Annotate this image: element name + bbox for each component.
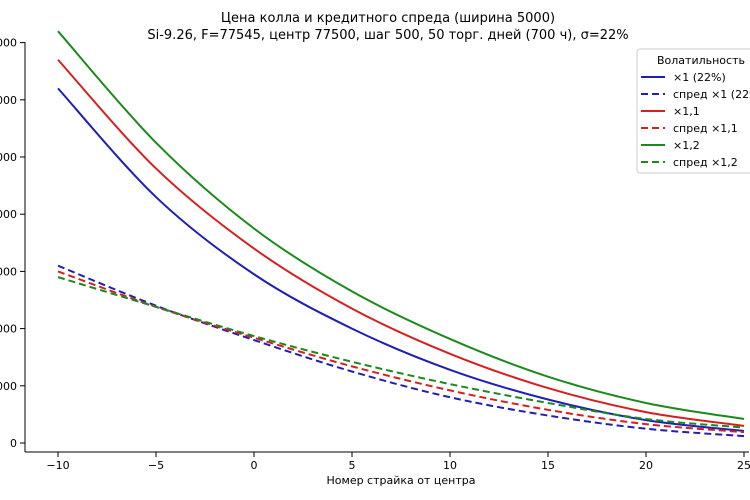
x-tick-label: −5 — [148, 459, 164, 472]
legend-entry-3: спред ×1,1 — [673, 122, 738, 135]
legend-entry-2: ×1,1 — [673, 105, 700, 118]
plot-area — [57, 30, 745, 438]
x-tick-label: −10 — [46, 459, 69, 472]
chart-title-line2: Si-9.26, F=77545, центр 77500, шаг 500, … — [147, 28, 628, 43]
legend-box — [636, 48, 750, 174]
x-tick-label: 20 — [639, 459, 653, 472]
series-line-2 — [57, 59, 745, 427]
legend-entry-1: спред ×1 (22%) — [673, 88, 750, 101]
legend-entry-4: ×1,2 — [673, 139, 700, 152]
chart-title-line1: Цена колла и кредитного спреда (ширина 5… — [221, 11, 555, 26]
axes — [24, 42, 749, 453]
y-tick-label: 000 — [0, 380, 17, 393]
x-tick-label: 0 — [251, 459, 258, 472]
y-tick-label: 0 — [10, 437, 17, 450]
y-tick-label: 000 — [0, 208, 17, 221]
series-line-5 — [57, 276, 745, 429]
x-ticks: −10 −5 0 5 10 15 20 25 — [46, 452, 750, 472]
x-tick-label: 25 — [737, 459, 750, 472]
y-tick-label: 000 — [0, 323, 17, 336]
y-tick-label: 000 — [0, 37, 17, 50]
y-tick-label: 000 — [0, 94, 17, 107]
x-tick-label: 5 — [349, 459, 356, 472]
legend: Волатильность ×1 (22%) спред ×1 (22%) ×1,1 с… — [636, 48, 750, 174]
x-tick-label: 10 — [443, 459, 457, 472]
legend-entry-5: спред ×1,2 — [673, 156, 738, 169]
x-axis-label: Номер страйка от центра — [327, 474, 476, 487]
y-ticks: 0000000000000000000000 — [0, 37, 25, 450]
y-tick-label: 000 — [0, 151, 17, 164]
series-line-4 — [57, 30, 745, 420]
legend-entry-0: ×1 (22%) — [673, 71, 726, 84]
x-tick-label: 15 — [541, 459, 555, 472]
legend-title: Волатильность — [657, 54, 745, 67]
series-line-3 — [57, 270, 745, 434]
y-tick-label: 000 — [0, 265, 17, 278]
